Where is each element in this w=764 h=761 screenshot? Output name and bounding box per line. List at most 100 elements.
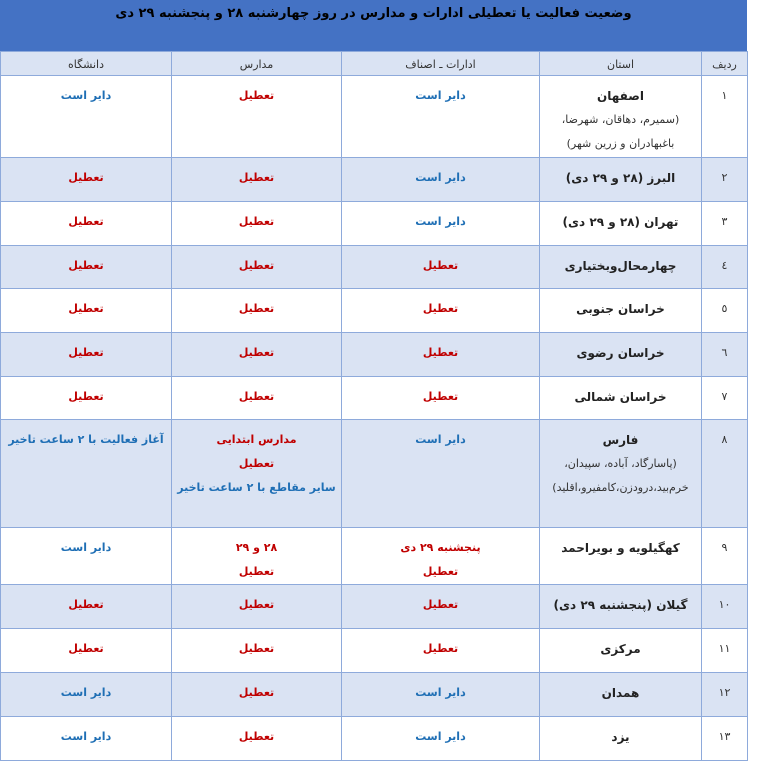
status-text: دایر است [60,686,112,699]
schools-cell: تعطیل [171,332,342,377]
status-text: تعطیل [238,346,275,359]
table-header-row: ردیف استان ادارات ـ اصناف مدارس دانشگاه [0,51,748,76]
table-row: ۳ تهران (۲۸ و ۲۹ دی) دایر است تعطیل تعطیل [0,201,748,246]
province-name: مرکزی [600,642,641,656]
province-cell: کهگیلویه و بویراحمد [539,527,702,585]
offices-cell: دایر است [341,672,540,717]
province-cell: فارس (پاسارگاد، آباده، سپیدان، خرم‌بید،درو… [539,419,702,528]
status-text: تعطیل [422,565,459,578]
table-row: ۱۲ همدان دایر است تعطیل دایر است [0,672,748,717]
status-text: تعطیل [422,642,459,655]
table-row: ۱۰ گیلان (پنجشنبه ۲۹ دی) تعطیل تعطیل تعطیل [0,584,748,629]
province-subtext: خرم‌بید،درودزن،کامفیرو،اقلید) [552,481,689,494]
province-cell: اصفهان (سمیرم، دهاقان، شهرضا، باغبهادران و… [539,75,702,158]
university-cell: دایر است [0,716,172,761]
province-name: اصفهان [596,89,644,103]
schools-cell: تعطیل [171,288,342,333]
offices-cell: پنجشنبه ۲۹ دی تعطیل [341,527,540,585]
status-text: تعطیل [238,642,275,655]
status-text: تعطیل [238,686,275,699]
row-number: ۱۳ [701,716,748,761]
status-text: دایر است [415,171,466,184]
province-name: خراسان جنوبی [576,302,665,316]
status-text: دایر است [60,730,112,743]
offices-cell: دایر است [341,75,540,158]
status-text: تعطیل [238,215,275,228]
header-row-number: ردیف [701,51,748,76]
row-number: ۷ [701,376,748,420]
province-name: کهگیلویه و بویراحمد [561,541,680,555]
status-text: تعطیل [238,565,275,578]
province-cell: گیلان (پنجشنبه ۲۹ دی) [539,584,702,629]
status-text: تعطیل [422,598,459,611]
schools-cell: تعطیل [171,245,342,289]
row-number: ۱۲ [701,672,748,717]
offices-cell: تعطیل [341,376,540,420]
schools-cell: تعطیل [171,376,342,420]
university-cell: دایر است [0,527,172,585]
status-text: دایر است [415,730,466,743]
status-table: ردیف استان ادارات ـ اصناف مدارس دانشگاه … [0,51,748,761]
province-subtext: (سمیرم، دهاقان، شهرضا، [561,113,680,126]
province-cell: خراسان جنوبی [539,288,702,333]
status-text: ۲۸ و ۲۹ [235,541,278,554]
status-text: تعطیل [238,302,275,315]
table-row: ٦ خراسان رضوی تعطیل تعطیل تعطیل [0,332,748,377]
status-text: دایر است [60,89,112,102]
row-number: ۳ [701,201,748,246]
offices-cell: تعطیل [341,245,540,289]
status-text: پنجشنبه ۲۹ دی [400,541,481,554]
row-number: ۱۰ [701,584,748,629]
status-text: تعطیل [238,457,275,470]
header-offices: ادارات ـ اصناف [341,51,540,76]
table-row: ۱ اصفهان (سمیرم، دهاقان، شهرضا، باغبهادران … [0,75,748,158]
university-cell: تعطیل [0,201,172,246]
schools-cell: تعطیل [171,672,342,717]
table-row: ۱۳ یزد دایر است تعطیل دایر است [0,716,748,761]
province-name: گیلان (پنجشنبه ۲۹ دی) [553,598,688,612]
status-text: تعطیل [68,171,104,184]
header-university: دانشگاه [0,51,172,76]
province-name: همدان [601,686,640,700]
header-schools: مدارس [171,51,342,76]
province-subtext: (پاسارگاد، آباده، سپیدان، [564,457,677,470]
document: وضعیت فعالیت یا تعطیلی ادارات و مدارس در… [0,0,748,761]
table-row: ۹ کهگیلویه و بویراحمد پنجشنبه ۲۹ دی تعطیل ۲۸… [0,527,748,585]
province-name: یزد [611,730,630,744]
row-number: ٥ [701,288,748,333]
status-text: تعطیل [422,302,459,315]
status-text: آغاز فعالیت با ۲ ساعت تاخیر [8,433,164,446]
province-name: چهارمحال‌وبختیاری [564,259,677,273]
schools-cell: تعطیل [171,75,342,158]
province-subtext: باغبهادران و زرین شهر) [566,137,675,150]
table-row: ۱۱ مرکزی تعطیل تعطیل تعطیل [0,628,748,673]
status-text: دایر است [415,215,466,228]
university-cell: تعطیل [0,288,172,333]
status-text: تعطیل [238,259,275,272]
offices-cell: تعطیل [341,584,540,629]
page-title: وضعیت فعالیت یا تعطیلی ادارات و مدارس در… [0,0,747,51]
row-number: ۹ [701,527,748,585]
offices-cell: دایر است [341,716,540,761]
offices-cell: تعطیل [341,288,540,333]
status-text: دایر است [415,686,466,699]
offices-cell: تعطیل [341,332,540,377]
row-number: ٤ [701,245,748,289]
offices-cell: تعطیل [341,628,540,673]
status-text: تعطیل [238,171,275,184]
province-name: البرز (۲۸ و ۲۹ دی) [565,171,676,185]
schools-cell: تعطیل [171,201,342,246]
province-cell: مرکزی [539,628,702,673]
province-cell: تهران (۲۸ و ۲۹ دی) [539,201,702,246]
schools-cell: تعطیل [171,628,342,673]
province-name: فارس [602,433,639,447]
university-cell: دایر است [0,672,172,717]
university-cell: تعطیل [0,245,172,289]
status-text: تعطیل [238,730,275,743]
province-name: تهران (۲۸ و ۲۹ دی) [562,215,679,229]
province-cell: چهارمحال‌وبختیاری [539,245,702,289]
schools-cell: تعطیل [171,157,342,202]
university-cell: تعطیل [0,376,172,420]
province-cell: همدان [539,672,702,717]
province-cell: البرز (۲۸ و ۲۹ دی) [539,157,702,202]
